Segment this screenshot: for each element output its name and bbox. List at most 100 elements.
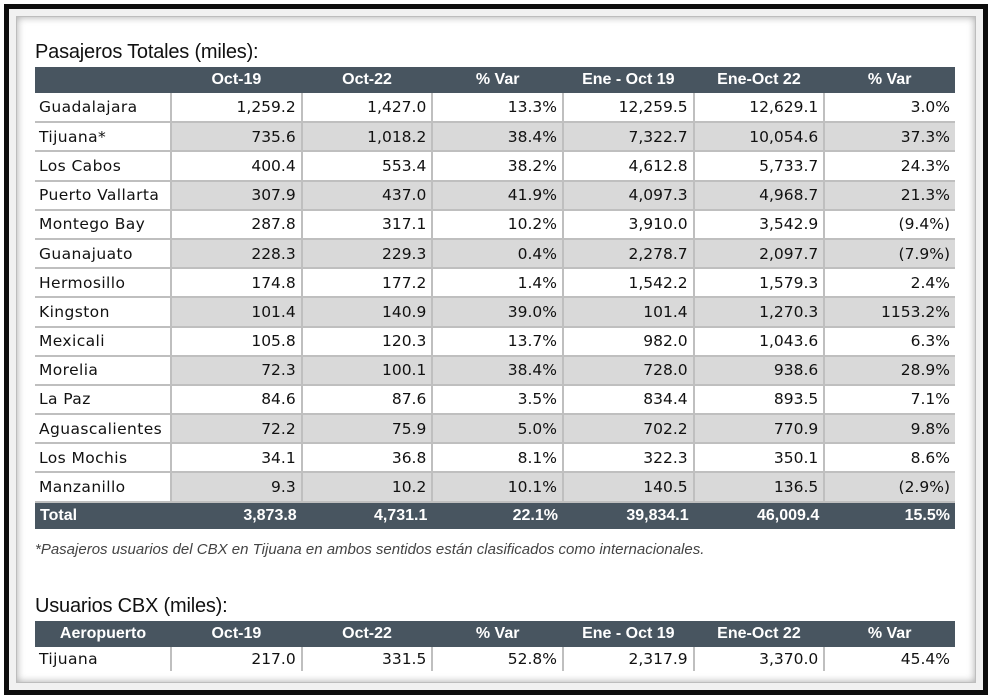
value-cell: 938.6: [692, 355, 825, 386]
value-cell: 322.3: [561, 443, 694, 474]
passengers-header-cell: % Var: [432, 67, 563, 93]
value-cell: 834.4: [561, 384, 694, 416]
value-cell: 982.0: [561, 326, 694, 357]
airport-name-cell: Montego Bay: [35, 209, 172, 240]
value-cell: 331.5: [300, 647, 433, 671]
section-title-cbx: Usuarios CBX (miles):: [35, 595, 228, 617]
value-cell: 38.4%: [431, 122, 563, 153]
value-cell: 8.1%: [431, 443, 563, 474]
value-cell: 893.5: [692, 384, 825, 416]
airport-name-cell: Aguascalientes: [35, 414, 172, 445]
value-cell: 21.3%: [823, 180, 955, 211]
total-value-cell: 4,731.1: [301, 501, 433, 529]
value-cell: 0.4%: [431, 238, 563, 270]
value-cell: 120.3: [300, 326, 433, 357]
value-cell: 140.5: [561, 472, 694, 503]
value-cell: 5,733.7: [692, 151, 825, 182]
airport-name-cell: La Paz: [35, 384, 172, 416]
value-cell: 4,968.7: [692, 180, 825, 211]
value-cell: 37.3%: [823, 122, 955, 153]
value-cell: 10.1%: [431, 472, 563, 503]
value-cell: 174.8: [170, 268, 302, 299]
value-cell: 4,097.3: [561, 180, 694, 211]
value-cell: 5.0%: [431, 414, 563, 445]
value-cell: 3,542.9: [692, 209, 825, 240]
passengers-header-cell: % Var: [824, 67, 955, 93]
value-cell: 8.6%: [823, 443, 955, 474]
value-cell: (9.4%): [823, 209, 955, 240]
total-value-cell: 15.5%: [824, 501, 955, 529]
total-value-cell: 3,873.8: [171, 501, 302, 529]
frame-mat: Pasajeros Totales (miles): Oct-19 Oct-22%…: [9, 9, 983, 690]
value-cell: 84.6: [170, 384, 302, 416]
cbx-table: Aeropuerto Oct-19 Oct-22% Var Ene - Oct 19 E…: [35, 621, 955, 671]
airport-name-cell: Tijuana*: [35, 122, 172, 153]
cbx-header-cell: % Var: [824, 621, 955, 647]
value-cell: 13.3%: [431, 93, 563, 124]
value-cell: 307.9: [170, 180, 302, 211]
airport-name-cell: Manzanillo: [35, 472, 172, 503]
value-cell: 702.2: [561, 414, 694, 445]
airport-name-cell: Hermosillo: [35, 268, 172, 299]
total-row: Total 3,873.8 4,731.1 22.1% 39,834.1 46,009.4…: [35, 501, 955, 529]
value-cell: 2,097.7: [692, 238, 825, 270]
value-cell: 287.8: [170, 209, 302, 240]
value-cell: 9.3: [170, 472, 302, 503]
cbx-header-cell: Oct-19: [171, 621, 302, 647]
passengers-row: Kingston 101.4 140.9 39.0% 101.4 1,270.3 1153.…: [35, 297, 955, 328]
value-cell: 72.3: [170, 355, 302, 386]
value-cell: 4,612.8: [561, 151, 694, 182]
value-cell: 3.5%: [431, 384, 563, 416]
value-cell: 1,427.0: [300, 93, 433, 124]
total-value-cell: 22.1%: [432, 501, 563, 529]
total-label: Total: [35, 501, 172, 529]
value-cell: 28.9%: [823, 355, 955, 386]
passengers-row: Aguascalientes 72.2 75.9 5.0% 702.2 770.9 9.8%: [35, 414, 955, 445]
value-cell: (2.9%): [823, 472, 955, 503]
value-cell: (7.9%): [823, 238, 955, 270]
value-cell: 400.4: [170, 151, 302, 182]
value-cell: 10,054.6: [692, 122, 825, 153]
airport-name-cell: Guanajuato: [35, 238, 172, 270]
passengers-row: Morelia 72.3 100.1 38.4% 728.0 938.6 28.9%: [35, 355, 955, 386]
value-cell: 217.0: [170, 647, 302, 671]
value-cell: 1,259.2: [170, 93, 302, 124]
cbx-table-body: Tijuana 217.0 331.5 52.8% 2,317.9 3,370.0 45.4…: [35, 647, 955, 671]
passengers-header-cell: Ene - Oct 19: [562, 67, 694, 93]
cbx-row: Tijuana 217.0 331.5 52.8% 2,317.9 3,370.0 45.4…: [35, 647, 955, 671]
value-cell: 229.3: [300, 238, 433, 270]
value-cell: 52.8%: [431, 647, 563, 671]
airport-name-cell: Los Mochis: [35, 443, 172, 474]
cbx-header-cell: Ene-Oct 22: [693, 621, 825, 647]
value-cell: 87.6: [300, 384, 433, 416]
passengers-header-cell: Ene-Oct 22: [693, 67, 825, 93]
value-cell: 39.0%: [431, 297, 563, 328]
value-cell: 350.1: [692, 443, 825, 474]
total-value-cell: 46,009.4: [693, 501, 825, 529]
value-cell: 2.4%: [823, 268, 955, 299]
value-cell: 7,322.7: [561, 122, 694, 153]
passengers-row: Guanajuato 228.3 229.3 0.4% 2,278.7 2,097.7 (7…: [35, 238, 955, 270]
value-cell: 177.2: [300, 268, 433, 299]
value-cell: 9.8%: [823, 414, 955, 445]
value-cell: 6.3%: [823, 326, 955, 357]
value-cell: 7.1%: [823, 384, 955, 416]
value-cell: 1,018.2: [300, 122, 433, 153]
value-cell: 140.9: [300, 297, 433, 328]
total-value-cell: 39,834.1: [562, 501, 694, 529]
cbx-header-cell: Aeropuerto: [35, 621, 172, 647]
value-cell: 41.9%: [431, 180, 563, 211]
passengers-header-cell: Oct-22: [301, 67, 433, 93]
value-cell: 1,270.3: [692, 297, 825, 328]
value-cell: 735.6: [170, 122, 302, 153]
value-cell: 3,910.0: [561, 209, 694, 240]
value-cell: 2,278.7: [561, 238, 694, 270]
passengers-row: Los Mochis 34.1 36.8 8.1% 322.3 350.1 8.6%: [35, 443, 955, 474]
document-page: Pasajeros Totales (miles): Oct-19 Oct-22%…: [16, 16, 976, 683]
passengers-table-body: Guadalajara 1,259.2 1,427.0 13.3% 12,259.5 12…: [35, 93, 955, 503]
value-cell: 3,370.0: [692, 647, 825, 671]
footnote: *Pasajeros usuarios del CBX en Tijuana e…: [35, 541, 705, 558]
cbx-header-cell: Oct-22: [301, 621, 433, 647]
value-cell: 101.4: [561, 297, 694, 328]
cbx-table-header: Aeropuerto Oct-19 Oct-22% Var Ene - Oct 19 E…: [35, 621, 955, 647]
